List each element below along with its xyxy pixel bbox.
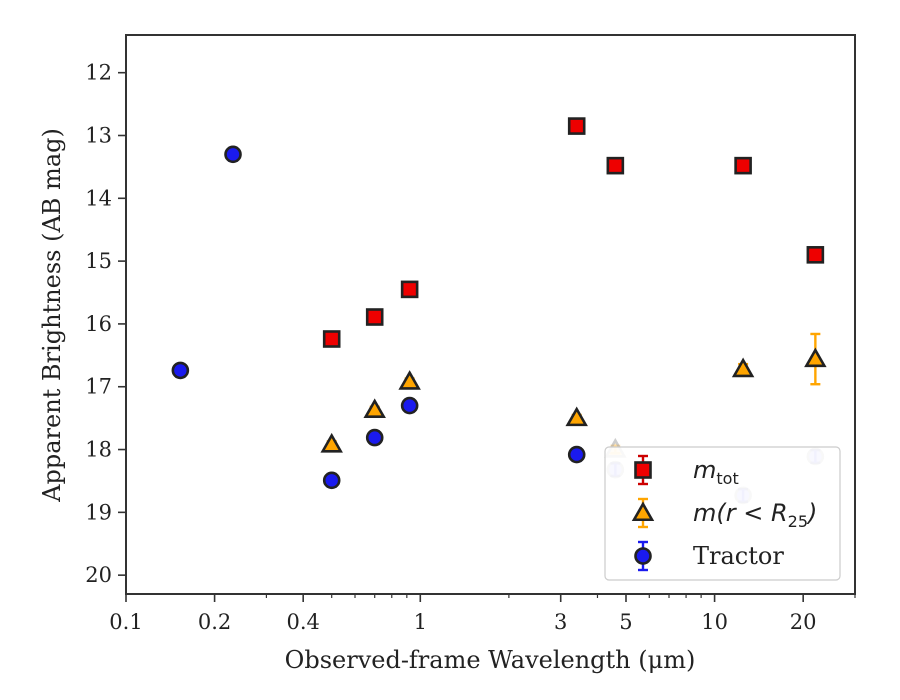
x-tick-label: 0.2 <box>198 610 231 634</box>
series-1 <box>320 332 827 458</box>
legend-marker <box>634 547 652 565</box>
data-point <box>567 445 586 464</box>
data-point <box>400 396 419 415</box>
data-point <box>731 357 755 378</box>
legend-box <box>604 446 841 581</box>
legend: mtot m(r < R25) Tractor <box>604 446 841 581</box>
y-tick-label: 13 <box>85 123 112 147</box>
data-point <box>734 156 752 175</box>
data-point <box>565 406 588 427</box>
x-tick-label: 1 <box>414 610 427 634</box>
x-tick-label: 0.1 <box>109 610 142 634</box>
legend-marker <box>631 501 655 522</box>
data-point <box>224 145 242 164</box>
legend-marker <box>634 461 652 479</box>
y-tick-label: 12 <box>85 61 112 85</box>
x-tick-label: 3 <box>554 610 567 634</box>
legend-label: mtot <box>693 456 739 488</box>
y-tick-label: 16 <box>85 312 112 336</box>
data-point <box>320 432 343 453</box>
legend-label: m(r < R25) <box>693 499 817 531</box>
data-point <box>806 246 825 264</box>
y-tick-label: 15 <box>85 249 112 273</box>
x-tick-label: 20 <box>790 610 817 634</box>
data-point <box>606 156 625 175</box>
legend-label: Tractor <box>693 542 784 570</box>
data-point <box>567 117 586 135</box>
data-point <box>398 370 421 390</box>
plot-frame <box>125 34 856 595</box>
data-layer <box>171 117 827 505</box>
x-tick-label: 5 <box>619 610 632 634</box>
y-tick-label: 18 <box>85 438 112 462</box>
x-axis-label: Observed-frame Wavelength (μm) <box>285 646 696 674</box>
data-point <box>322 330 341 348</box>
y-tick-label: 17 <box>85 375 112 399</box>
data-point <box>804 347 827 368</box>
y-axis-label: Apparent Brightness (AB mag) <box>38 128 66 503</box>
data-point <box>400 280 419 299</box>
x-tick-label: 10 <box>701 610 728 634</box>
y-tick-label: 20 <box>85 563 112 587</box>
data-point <box>322 471 341 490</box>
y-tick-label: 19 <box>85 500 112 524</box>
x-tick-label: 0.4 <box>286 610 319 634</box>
data-point <box>365 308 384 326</box>
data-point <box>171 361 190 380</box>
data-point <box>365 428 384 447</box>
y-tick-label: 14 <box>85 186 112 210</box>
data-point <box>363 398 386 419</box>
series-0 <box>322 117 825 348</box>
